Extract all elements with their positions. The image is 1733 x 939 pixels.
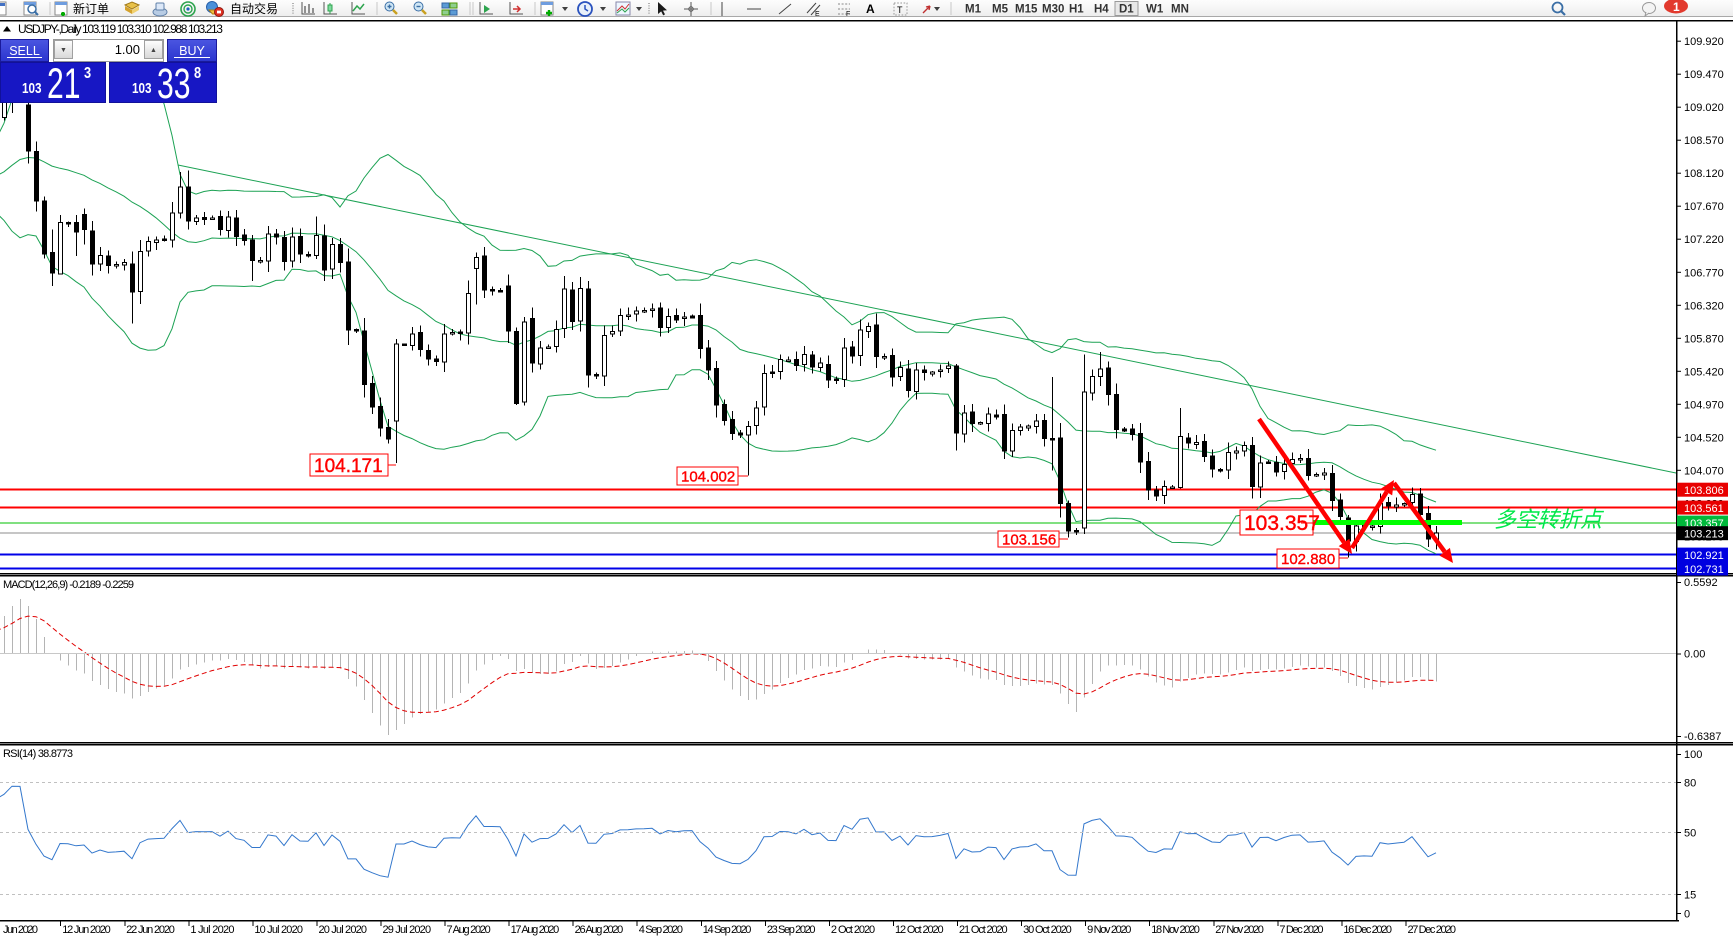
svg-text:A: A <box>866 2 875 16</box>
svg-text:MACD(12,26,9) -0.2189 -0.2259: MACD(12,26,9) -0.2189 -0.2259 <box>3 579 134 591</box>
svg-text:新订单: 新订单 <box>73 1 109 16</box>
svg-text:12 Jun 2020: 12 Jun 2020 <box>62 924 111 936</box>
svg-text:D1: D1 <box>1119 4 1134 16</box>
svg-text:27 Nov 2020: 27 Nov 2020 <box>1215 924 1264 936</box>
svg-text:H4: H4 <box>1094 4 1109 16</box>
svg-text:104.070: 104.070 <box>1684 465 1724 477</box>
svg-text:103.156: 103.156 <box>1002 531 1056 548</box>
svg-text:107.670: 107.670 <box>1684 201 1724 213</box>
svg-text:1 Jul 2020: 1 Jul 2020 <box>190 924 234 936</box>
svg-text:2 Oct 2020: 2 Oct 2020 <box>831 924 875 936</box>
svg-text:104.002: 104.002 <box>681 468 735 485</box>
svg-text:23 Sep 2020: 23 Sep 2020 <box>767 924 816 936</box>
svg-text:106.770: 106.770 <box>1684 267 1724 279</box>
svg-text:103.561: 103.561 <box>1684 503 1724 515</box>
svg-text:105.420: 105.420 <box>1684 366 1724 378</box>
svg-text:自动交易: 自动交易 <box>230 1 278 16</box>
svg-text:4 Sep 2020: 4 Sep 2020 <box>639 924 683 936</box>
svg-text:26 Aug 2020: 26 Aug 2020 <box>575 924 624 936</box>
svg-text:27 Dec 2020: 27 Dec 2020 <box>1407 924 1456 936</box>
svg-text:102.880: 102.880 <box>1281 551 1335 568</box>
svg-text:16 Dec 2020: 16 Dec 2020 <box>1343 924 1392 936</box>
svg-text:15: 15 <box>1684 890 1696 902</box>
svg-text:0.00: 0.00 <box>1684 649 1705 661</box>
svg-text:12 Oct 2020: 12 Oct 2020 <box>895 924 944 936</box>
svg-text:W1: W1 <box>1146 4 1164 16</box>
svg-text:USDJPY-,Daily 103.119 103.310: USDJPY-,Daily 103.119 103.310 102.988 10… <box>18 22 223 36</box>
svg-text:M30: M30 <box>1042 4 1064 16</box>
svg-text:MN: MN <box>1171 4 1189 16</box>
svg-text:102.921: 102.921 <box>1684 550 1724 562</box>
svg-text:M5: M5 <box>992 4 1009 16</box>
svg-text:106.320: 106.320 <box>1684 300 1724 312</box>
svg-text:F: F <box>846 11 850 18</box>
svg-text:18 Nov 2020: 18 Nov 2020 <box>1151 924 1200 936</box>
svg-text:30 Oct 2020: 30 Oct 2020 <box>1023 924 1072 936</box>
svg-text:109.920: 109.920 <box>1684 36 1724 48</box>
svg-text:7 Dec 2020: 7 Dec 2020 <box>1279 924 1323 936</box>
svg-text:Jun 2020: Jun 2020 <box>3 924 38 936</box>
svg-text:104.970: 104.970 <box>1684 399 1724 411</box>
svg-text:50: 50 <box>1684 828 1696 840</box>
svg-text:103.806: 103.806 <box>1684 485 1724 497</box>
svg-text:104.520: 104.520 <box>1684 432 1724 444</box>
svg-text:1: 1 <box>1673 0 1680 14</box>
svg-text:103.213: 103.213 <box>1684 529 1724 541</box>
svg-text:14 Sep 2020: 14 Sep 2020 <box>703 924 752 936</box>
svg-text:7 Aug 2020: 7 Aug 2020 <box>447 924 491 936</box>
svg-text:0: 0 <box>1684 909 1690 921</box>
svg-text:17 Aug 2020: 17 Aug 2020 <box>511 924 560 936</box>
svg-text:100: 100 <box>1684 749 1702 761</box>
svg-text:107.220: 107.220 <box>1684 234 1724 246</box>
svg-text:E: E <box>815 11 820 18</box>
svg-text:103.357: 103.357 <box>1244 512 1320 535</box>
svg-text:21 Oct 2020: 21 Oct 2020 <box>959 924 1008 936</box>
svg-text:20 Jul 2020: 20 Jul 2020 <box>318 924 367 936</box>
svg-text:108.570: 108.570 <box>1684 135 1724 147</box>
svg-text:29 Jul 2020: 29 Jul 2020 <box>383 924 432 936</box>
svg-text:109.470: 109.470 <box>1684 69 1724 81</box>
svg-text:-0.6387: -0.6387 <box>1684 731 1721 743</box>
svg-text:T: T <box>897 5 903 15</box>
svg-text:M15: M15 <box>1015 4 1038 16</box>
svg-text:80: 80 <box>1684 777 1696 789</box>
svg-text:M1: M1 <box>965 4 982 16</box>
svg-text:105.870: 105.870 <box>1684 333 1724 345</box>
svg-text:109.020: 109.020 <box>1684 102 1724 114</box>
svg-text:10 Jul 2020: 10 Jul 2020 <box>254 924 303 936</box>
svg-text:102.731: 102.731 <box>1684 564 1724 576</box>
svg-text:多空转折点: 多空转折点 <box>1494 507 1605 532</box>
svg-text:H1: H1 <box>1069 4 1084 16</box>
svg-text:104.171: 104.171 <box>314 456 383 477</box>
svg-text:0.5592: 0.5592 <box>1684 577 1718 589</box>
svg-text:22 Jun 2020: 22 Jun 2020 <box>126 924 175 936</box>
svg-text:108.120: 108.120 <box>1684 168 1724 180</box>
svg-text:RSI(14) 38.8773: RSI(14) 38.8773 <box>3 748 73 760</box>
svg-text:9 Nov 2020: 9 Nov 2020 <box>1087 924 1131 936</box>
